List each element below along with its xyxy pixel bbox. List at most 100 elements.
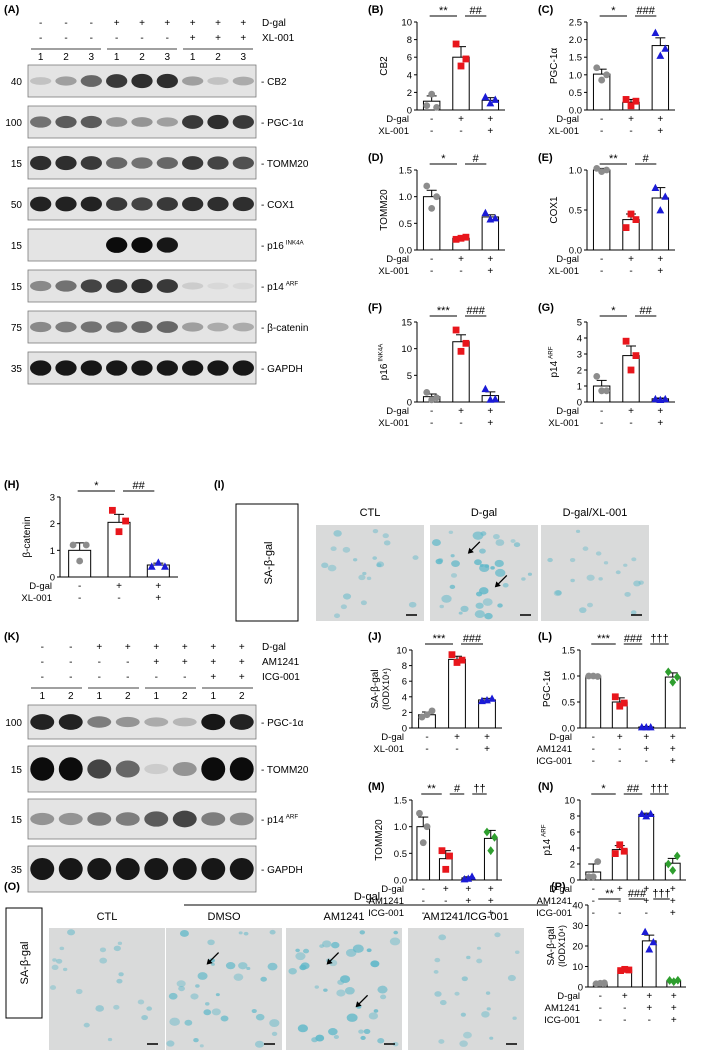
stained-cell (205, 1002, 210, 1006)
panel-letter: (L) (538, 631, 552, 643)
blot-band (55, 76, 77, 86)
stained-cell (472, 531, 484, 540)
treatment-label: AM1241 (537, 896, 572, 907)
treatment-label: ICG-001 (536, 908, 572, 919)
data-point (649, 938, 658, 946)
blot-band (30, 196, 52, 212)
stained-cell (579, 607, 587, 614)
treatment-label: AM1241 (537, 744, 572, 755)
blot-band (106, 360, 128, 376)
treatment-sign: - (600, 266, 603, 277)
stained-cell (510, 539, 516, 543)
blot-band (30, 757, 55, 781)
significance-label: ††† (650, 783, 668, 795)
lane-number: 2 (239, 691, 245, 702)
mw-marker: 15 (11, 241, 23, 252)
mw-marker: 75 (11, 323, 23, 334)
stained-cell (377, 985, 388, 994)
data-point (481, 384, 490, 393)
stained-cell (328, 1028, 338, 1036)
treatment-sign: + (617, 884, 623, 895)
treatment-sign: - (430, 114, 433, 125)
blot-band (55, 321, 77, 333)
data-point (468, 872, 476, 880)
protein-label: - GAPDH (261, 865, 303, 876)
data-point (491, 214, 500, 222)
treatment-sign: + (239, 672, 245, 683)
stained-cell (346, 1013, 358, 1022)
stained-cell (340, 604, 347, 610)
significance-label: ** (427, 783, 436, 795)
treatment-label: D-gal (386, 406, 409, 417)
data-point (69, 541, 77, 549)
y-tick-label: 0 (50, 573, 55, 584)
blot-band (232, 360, 254, 376)
mw-marker: 15 (11, 159, 23, 170)
protein-label: - TOMM20 (261, 159, 309, 170)
column-title: DMSO (208, 911, 241, 923)
treatment-label: XL-001 (548, 126, 579, 137)
treatment-sign: + (239, 642, 245, 653)
stained-cell (376, 561, 385, 568)
treatment-label: D-gal (262, 18, 286, 29)
treatment-sign: - (98, 657, 101, 668)
data-point (622, 224, 630, 231)
treatment-label: D-gal (386, 114, 409, 125)
treatment-sign: + (643, 744, 649, 755)
bar (638, 813, 655, 881)
treatment-sign: - (459, 266, 462, 277)
panel-letter: (J) (368, 631, 382, 643)
data-point (598, 387, 606, 395)
y-tick-label: 2 (570, 860, 575, 871)
treatment-label: D-gal (556, 114, 579, 125)
stained-cell (322, 940, 332, 948)
mw-marker: 100 (5, 718, 22, 729)
stained-cell (555, 590, 562, 596)
y-tick-label: 2 (50, 519, 55, 530)
protein-label: - p14 ARF (261, 281, 298, 294)
treatment-sign: - (467, 908, 470, 919)
blot-band (106, 237, 128, 253)
micrograph (166, 928, 282, 1050)
panel-letter: (G) (538, 302, 554, 314)
blot-band (156, 279, 178, 293)
y-tick-label: 0 (570, 876, 575, 887)
treatment-sign: + (670, 732, 676, 743)
micrograph (49, 928, 165, 1050)
lane-number: 3 (89, 52, 95, 63)
treatment-sign: - (459, 126, 462, 137)
blot-band (55, 280, 77, 292)
column-title: D-gal (471, 507, 497, 519)
stained-cell (362, 571, 367, 576)
data-point (622, 337, 630, 345)
data-point (446, 852, 453, 860)
treatment-sign: + (617, 732, 623, 743)
stained-cell (358, 574, 366, 581)
stained-cell (83, 1022, 90, 1028)
y-tick-label: 15 (401, 318, 412, 329)
stained-cell (184, 1019, 193, 1026)
data-point (457, 347, 465, 355)
data-point (433, 103, 440, 111)
blot-band (232, 156, 254, 170)
stained-cell (118, 972, 124, 977)
treatment-label: XL-001 (548, 418, 579, 429)
data-point (419, 839, 427, 847)
stained-cell (169, 1017, 180, 1026)
stained-cell (295, 948, 300, 953)
stained-cell (342, 546, 351, 553)
protein-label: - TOMM20 (261, 765, 309, 776)
y-tick-label: 1.0 (569, 166, 582, 177)
blot-band (115, 812, 140, 826)
blot-band (156, 157, 178, 169)
stained-cell (479, 548, 486, 554)
stained-cell (197, 972, 208, 980)
blot-band (80, 75, 102, 87)
blot-band (30, 116, 52, 128)
stained-cell (333, 530, 342, 537)
y-axis-label: p14ARF (548, 346, 561, 377)
blot-band (30, 812, 55, 826)
data-point (594, 858, 602, 865)
